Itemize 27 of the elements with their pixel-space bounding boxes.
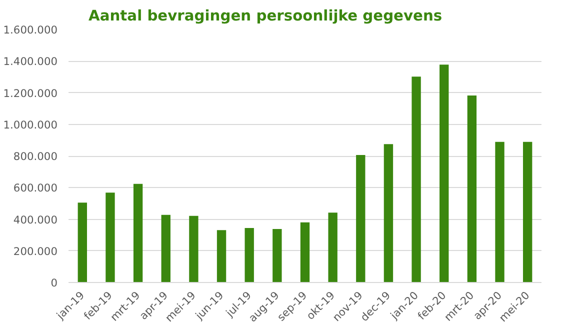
bar	[384, 144, 394, 282]
y-tick-label: 0	[50, 276, 58, 290]
bar	[328, 212, 338, 282]
y-tick-label: 1.400.000	[3, 55, 58, 68]
bar	[495, 142, 504, 282]
bar	[467, 95, 477, 282]
bar	[522, 142, 532, 282]
y-tick-label: 1.600.000	[3, 24, 58, 36]
bar	[440, 64, 449, 282]
bar	[216, 230, 226, 282]
bar	[106, 192, 115, 282]
bar	[412, 76, 421, 282]
bar	[244, 228, 254, 282]
y-tick-label: 200.000	[13, 244, 58, 258]
bar	[272, 229, 282, 282]
y-tick-label: 1.200.000	[3, 86, 58, 100]
y-tick-label: 400.000	[13, 213, 58, 226]
chart-title: Aantal bevragingen persoonlijke gegevens	[88, 8, 442, 24]
y-tick-label: 1.000.000	[3, 118, 58, 132]
bar	[133, 184, 143, 282]
bar	[189, 216, 198, 282]
bar	[356, 155, 366, 282]
bar	[161, 214, 170, 282]
bar	[78, 202, 88, 282]
y-tick-label: 800.000	[13, 150, 58, 163]
bar	[300, 222, 310, 282]
y-tick-label: 600.000	[13, 182, 58, 195]
